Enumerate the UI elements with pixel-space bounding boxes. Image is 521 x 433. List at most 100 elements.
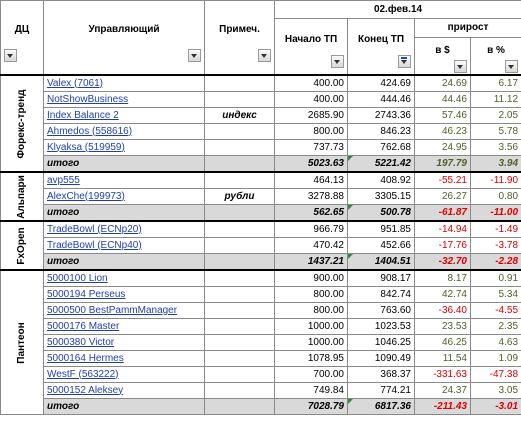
manager-link[interactable]: Index Balance 2	[43, 107, 205, 125]
start-value: 1078.95	[274, 350, 348, 368]
growth-pct: 5.34	[469, 286, 521, 304]
total-label: итого	[43, 155, 205, 173]
table-row: 5000164 Hermes 1078.95 1090.49 11.54 1.09	[1, 350, 521, 368]
filter-dropdown-icon[interactable]	[258, 48, 271, 62]
total-end: 1404.51	[347, 253, 415, 271]
manager-link[interactable]: TradeBowl (ECNp40)	[43, 237, 205, 255]
note-cell	[204, 382, 275, 400]
growth-usd: 23.53	[414, 318, 471, 336]
manager-name[interactable]: TradeBowl (ECNp20)	[47, 223, 142, 235]
manager-link[interactable]: NotShowBusiness	[43, 91, 205, 109]
start-value: 749.84	[274, 382, 348, 400]
growth-usd: 24.37	[414, 382, 471, 400]
filter-dropdown-icon[interactable]	[505, 60, 519, 73]
growth-pct: -47.38	[469, 366, 521, 384]
manager-link[interactable]: TradeBowl (ECNp20)	[43, 220, 205, 239]
total-label: итого	[43, 398, 205, 416]
manager-name[interactable]: TradeBowl (ECNp40)	[47, 239, 142, 251]
start-value: 464.13	[274, 171, 348, 190]
note-cell: рубли	[204, 188, 275, 206]
manager-link[interactable]: 5000164 Hermes	[43, 350, 205, 368]
header-end-label: Конец ТП	[357, 33, 405, 45]
growth-pct: 2.35	[469, 318, 521, 336]
manager-name[interactable]: 5000152 Aleksey	[47, 384, 124, 396]
growth-pct: -3.78	[469, 237, 521, 255]
manager-name[interactable]: Ahmedos (558616)	[47, 125, 133, 137]
start-value: 800.00	[274, 302, 348, 320]
manager-name[interactable]: NotShowBusiness	[47, 93, 129, 105]
growth-usd: -14.94	[414, 220, 471, 239]
header-note-label: Примеч.	[219, 23, 260, 35]
manager-name[interactable]: 5000500 BestPammManager	[47, 304, 178, 316]
table-body: Форекс-тренд Valex (7061) 400.00 424.69 24.6…	[0, 74, 521, 416]
header-dc-label: ДЦ	[14, 23, 30, 35]
start-value: 966.79	[274, 220, 348, 239]
filter-dropdown-icon[interactable]	[454, 60, 467, 73]
group-label: Пантеон	[0, 269, 44, 416]
start-value: 400.00	[274, 91, 348, 109]
manager-name[interactable]: Klyaksa (519959)	[47, 141, 125, 153]
manager-name[interactable]: 5000164 Hermes	[47, 352, 124, 364]
manager-name[interactable]: 5000194 Perseus	[47, 288, 126, 300]
growth-pct: 0.91	[469, 269, 521, 288]
total-end: 500.78	[347, 204, 415, 222]
end-value: 444.46	[347, 91, 415, 109]
manager-link[interactable]: Klyaksa (519959)	[43, 139, 205, 157]
start-value: 800.00	[274, 286, 348, 304]
filter-dropdown-icon[interactable]	[4, 48, 17, 62]
note-cell	[204, 302, 275, 320]
manager-link[interactable]: AlexChe(199973)	[43, 188, 205, 206]
total-start: 5023.63	[274, 155, 348, 173]
total-usd: 197.79	[414, 155, 471, 173]
manager-name[interactable]: 5000176 Master	[47, 320, 120, 332]
header-in-pct: в %	[469, 37, 521, 76]
filter-active-icon[interactable]	[398, 54, 411, 68]
manager-name[interactable]: 5000100 Lion	[47, 272, 108, 284]
end-value: 2743.36	[347, 107, 415, 125]
growth-usd: 46.25	[414, 334, 471, 352]
end-value: 408.92	[347, 171, 415, 190]
manager-link[interactable]: avp555	[43, 171, 205, 190]
total-pct: -2.28	[469, 253, 521, 271]
start-value: 470.42	[274, 237, 348, 255]
start-value: 737.73	[274, 139, 348, 157]
manager-name[interactable]: avp555	[47, 174, 80, 186]
growth-usd: 44.46	[414, 91, 471, 109]
manager-link[interactable]: Valex (7061)	[43, 74, 205, 93]
manager-name[interactable]: 5000380 Victor	[47, 336, 115, 348]
note-cell	[204, 350, 275, 368]
table-row: TradeBowl (ECNp40) 470.42 452.66 -17.76 -3.7…	[1, 237, 521, 255]
manager-name[interactable]: Valex (7061)	[47, 77, 103, 89]
note-cell	[204, 123, 275, 141]
table-row: AlexChe(199973) рубли 3278.88 3305.15 26.27 0…	[1, 188, 521, 206]
manager-link[interactable]: WestF (563222)	[43, 366, 205, 384]
total-usd: -32.70	[414, 253, 471, 271]
manager-link[interactable]: 5000500 BestPammManager	[43, 302, 205, 320]
manager-link[interactable]: 5000194 Perseus	[43, 286, 205, 304]
note-cell	[204, 269, 275, 288]
header-end: Конец ТП	[347, 18, 415, 76]
start-value: 1000.00	[274, 334, 348, 352]
filter-dropdown-icon[interactable]	[331, 54, 344, 68]
growth-pct: 11.12	[469, 91, 521, 109]
manager-name[interactable]: WestF (563222)	[47, 368, 119, 380]
manager-link[interactable]: 5000380 Victor	[43, 334, 205, 352]
filter-dropdown-icon[interactable]	[188, 48, 201, 62]
start-value: 400.00	[274, 74, 348, 93]
total-note	[204, 204, 275, 222]
growth-usd: -331.63	[414, 366, 471, 384]
manager-link[interactable]: Ahmedos (558616)	[43, 123, 205, 141]
end-value: 763.60	[347, 302, 415, 320]
manager-name[interactable]: Index Balance 2	[47, 109, 119, 121]
manager-link[interactable]: 5000100 Lion	[43, 269, 205, 288]
growth-pct: -11.90	[469, 171, 521, 190]
table-row: FxOpen TradeBowl (ECNp20) 966.79 951.85 -14.…	[0, 220, 521, 271]
group-label: Альпари	[0, 171, 44, 222]
note-cell	[204, 318, 275, 336]
manager-name[interactable]: AlexChe(199973)	[47, 190, 125, 202]
end-value: 368.37	[347, 366, 415, 384]
total-note	[204, 253, 275, 271]
manager-link[interactable]: 5000176 Master	[43, 318, 205, 336]
note-cell	[204, 74, 275, 93]
manager-link[interactable]: 5000152 Aleksey	[43, 382, 205, 400]
